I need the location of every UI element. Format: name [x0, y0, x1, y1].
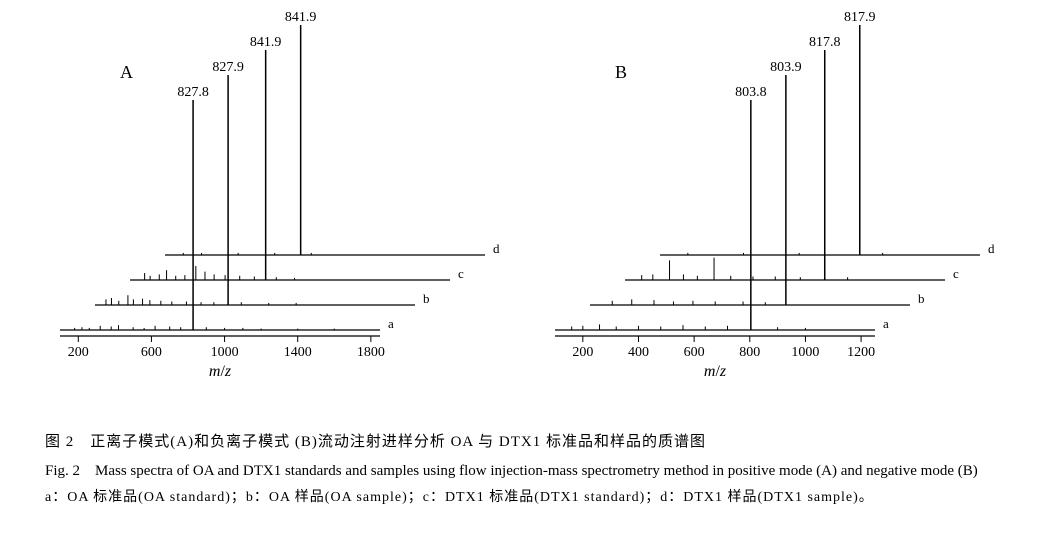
caption-legend: a：OA 标准品(OA standard)；b：OA 样品(OA sample)… [45, 485, 1011, 512]
x-tick-label: 1800 [357, 345, 385, 360]
x-tick-label: 600 [684, 345, 705, 360]
x-axis-label: m/z [704, 363, 727, 380]
peak-label: 817.9 [844, 10, 876, 25]
panel-b-svg: 817.9 d 817.8 c 803.9 b 803.8 a 200 400 600 800 1000… [515, 0, 1045, 400]
x-tick-label: 800 [739, 345, 760, 360]
panel-b-wrap: 817.9 d 817.8 c 803.9 b 803.8 a 200 400 600 800 1000… [515, 0, 1045, 405]
spectrum-id: a [883, 316, 889, 331]
panel-a-wrap: 841.9 d 841.9 c 827.9 b 827.8 a 200 600 1000 1400 18… [20, 0, 540, 405]
caption-cn: 图 2 正离子模式(A)和负离子模式 (B)流动注射进样分析 OA 与 DTX1… [45, 428, 1011, 457]
panel-label: A [120, 62, 133, 82]
spectrum-id: b [918, 291, 925, 306]
spectrum-id: c [953, 266, 959, 281]
figure-area: 841.9 d 841.9 c 827.9 b 827.8 a 200 600 1000 1400 18… [0, 0, 1051, 420]
spectrum-id: d [493, 241, 500, 256]
panel-label: B [615, 62, 627, 82]
x-tick-label: 1400 [284, 345, 312, 360]
peak-label: 827.9 [212, 60, 244, 75]
peak-label: 817.8 [809, 35, 841, 50]
peak-label: 827.8 [177, 85, 209, 100]
x-tick-label: 600 [141, 345, 162, 360]
panel-a-svg: 841.9 d 841.9 c 827.9 b 827.8 a 200 600 1000 1400 18… [20, 0, 540, 400]
spectrum-id: c [458, 266, 464, 281]
peak-label: 841.9 [285, 10, 317, 25]
caption-en: Fig. 2 Mass spectra of OA and DTX1 stand… [45, 457, 1011, 486]
spectrum-id: a [388, 316, 394, 331]
peak-label: 841.9 [250, 35, 282, 50]
x-tick-label: 1000 [211, 345, 239, 360]
peak-label: 803.8 [735, 85, 767, 100]
peak-label: 803.9 [770, 60, 802, 75]
x-tick-label: 400 [628, 345, 649, 360]
caption-block: 图 2 正离子模式(A)和负离子模式 (B)流动注射进样分析 OA 与 DTX1… [0, 420, 1051, 512]
x-tick-label: 200 [68, 345, 89, 360]
x-tick-label: 1200 [847, 345, 875, 360]
x-tick-label: 1000 [791, 345, 819, 360]
spectrum-id: d [988, 241, 995, 256]
x-tick-label: 200 [572, 345, 593, 360]
spectrum-id: b [423, 291, 430, 306]
x-axis-label: m/z [209, 363, 232, 380]
